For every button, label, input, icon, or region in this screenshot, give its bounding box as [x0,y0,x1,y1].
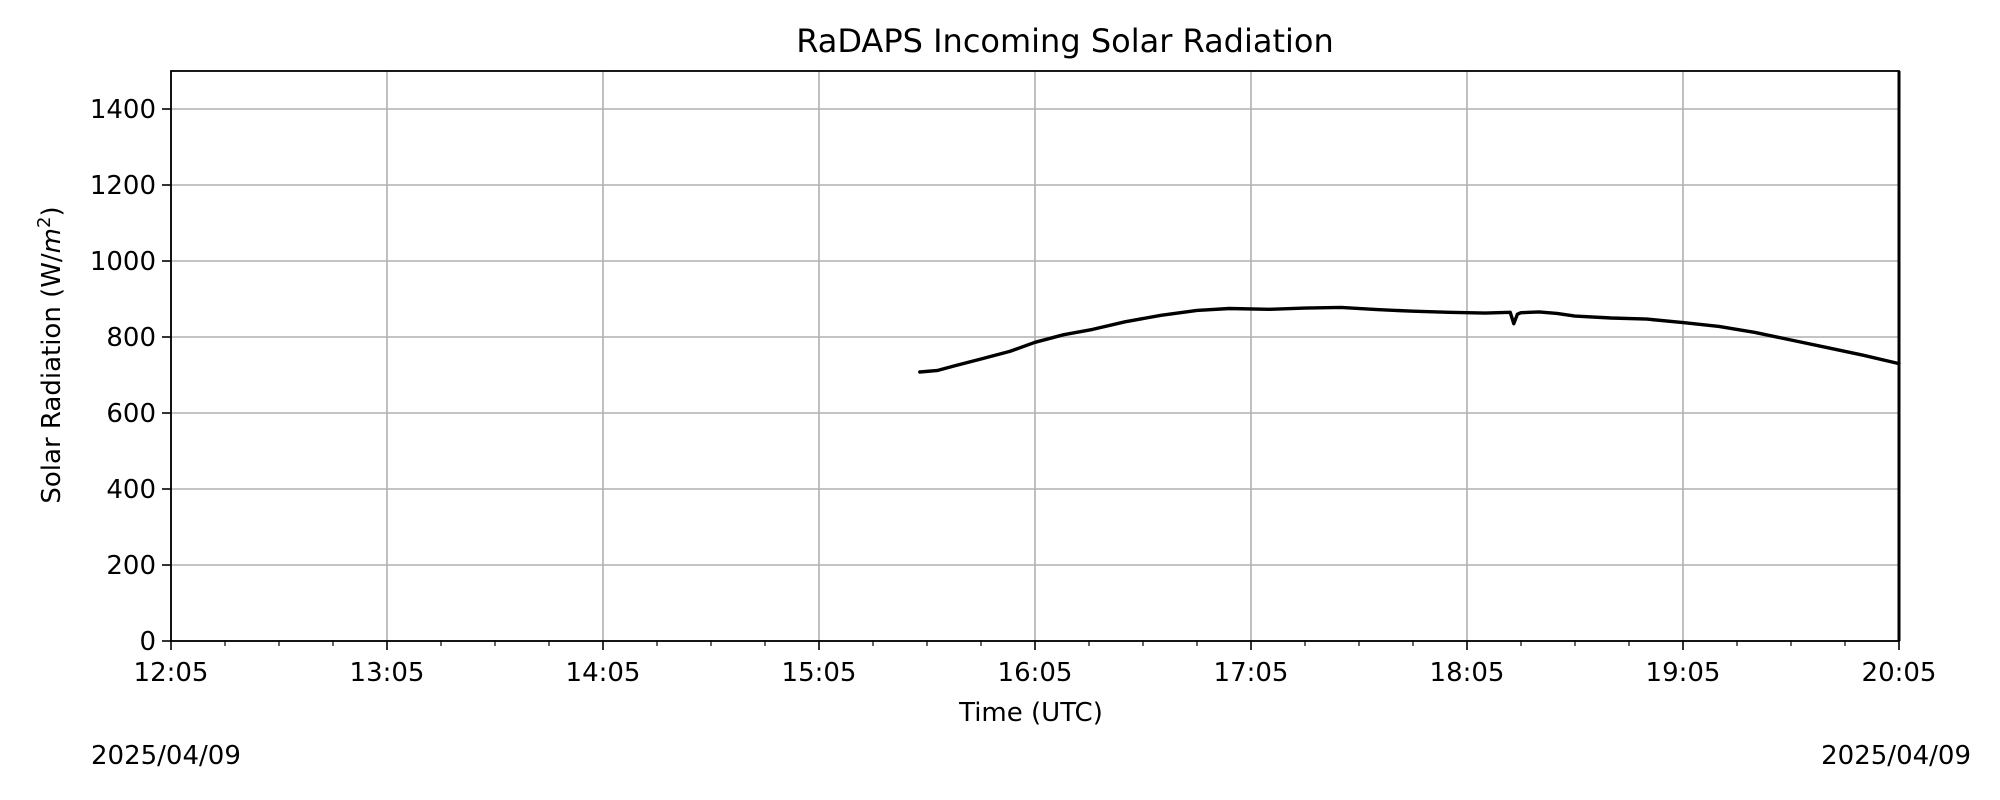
y-axis-label-close: ) [37,206,67,216]
x-tick-label: 19:05 [1646,658,1721,688]
x-tick-label: 13:05 [350,658,425,688]
y-tick-label: 600 [106,399,156,429]
x-tick-label: 18:05 [1430,658,1505,688]
y-tick-label: 1400 [90,95,156,125]
y-tick-label: 1200 [90,171,156,201]
series-layer [918,305,1901,374]
x-tick-label: 20:05 [1862,658,1937,688]
date-right: 2025/04/09 [1821,741,1971,771]
ticks: 12:05 13:05 14:05 15:05 16:05 17:05 18:05 19:05… [90,95,1937,688]
x-tick-label: 15:05 [782,658,857,688]
x-tick-label: 16:05 [998,658,1073,688]
x-tick-label: 14:05 [566,658,641,688]
series-line [918,305,1901,374]
date-left: 2025/04/09 [91,741,241,771]
y-tick-label: 800 [106,323,156,353]
x-tick-label: 17:05 [1214,658,1289,688]
y-axis-label-exp: 2 [34,217,55,228]
x-tick-label: 12:05 [134,658,209,688]
y-tick-label: 400 [106,475,156,505]
x-axis-label: Time (UTC) [958,698,1103,728]
y-tick-label: 0 [139,627,156,657]
grid [170,71,1900,642]
y-axis-label: Solar Radiation (W/m2) [34,206,67,503]
y-axis-label-unit: m [37,228,67,253]
y-tick-label: 200 [106,551,156,581]
y-axis-label-text: Solar Radiation (W/ [37,253,67,504]
chart-title: RaDAPS Incoming Solar Radiation [796,22,1334,60]
y-tick-label: 1000 [90,247,156,277]
